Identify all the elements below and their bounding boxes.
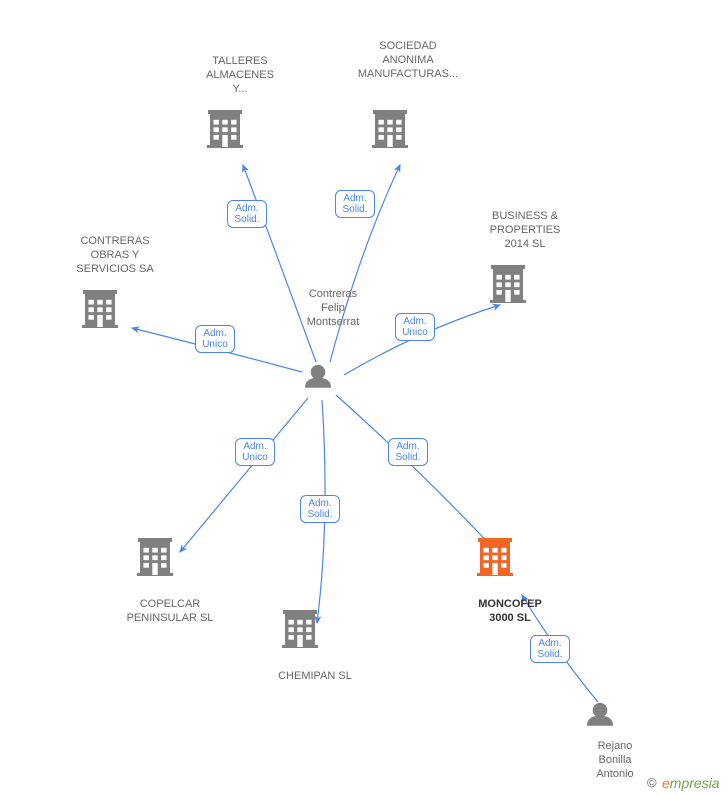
building-icon — [282, 610, 318, 648]
edge-label: Adm. Solid. — [300, 495, 340, 523]
node-label: CHEMIPAN SL — [255, 670, 375, 684]
edge-label: Adm. Solid. — [335, 190, 375, 218]
watermark-brand: empresia — [662, 775, 720, 791]
building-icon — [137, 538, 173, 576]
node-label: SOCIEDAD ANONIMA MANUFACTURAS... — [338, 40, 478, 81]
node-label: BUSINESS & PROPERTIES 2014 SL — [470, 210, 580, 251]
building-icon — [490, 265, 526, 303]
edge-center-moncofep — [336, 395, 495, 550]
edge-label: Adm. Unico — [395, 313, 435, 341]
person-icon — [305, 365, 331, 388]
building-icon — [207, 110, 243, 148]
edge-label: Adm. Unico — [235, 438, 275, 466]
building-icon — [372, 110, 408, 148]
edge-label: Adm. Unico — [195, 325, 235, 353]
node-label: COPELCAR PENINSULAR SL — [95, 598, 245, 626]
edge-label: Adm. Solid. — [388, 438, 428, 466]
edge-center-copelcar — [180, 398, 308, 552]
node-label: Contreras Felip Montserrat — [288, 288, 378, 329]
building-icon — [477, 538, 513, 576]
building-icon — [82, 290, 118, 328]
node-label: TALLERES ALMACENES Y... — [185, 55, 295, 96]
node-label: Rejano Bonilla Antonio — [575, 740, 655, 781]
edge-label: Adm. Solid. — [530, 635, 570, 663]
node-label: CONTRERAS OBRAS Y SERVICIOS SA — [55, 235, 175, 276]
edge-label: Adm. Solid. — [227, 200, 267, 228]
node-label: MONCOFEP 3000 SL — [450, 598, 570, 626]
edge-center-talleres — [243, 165, 316, 362]
person-icon — [587, 703, 613, 726]
copyright-symbol: © — [647, 775, 657, 790]
